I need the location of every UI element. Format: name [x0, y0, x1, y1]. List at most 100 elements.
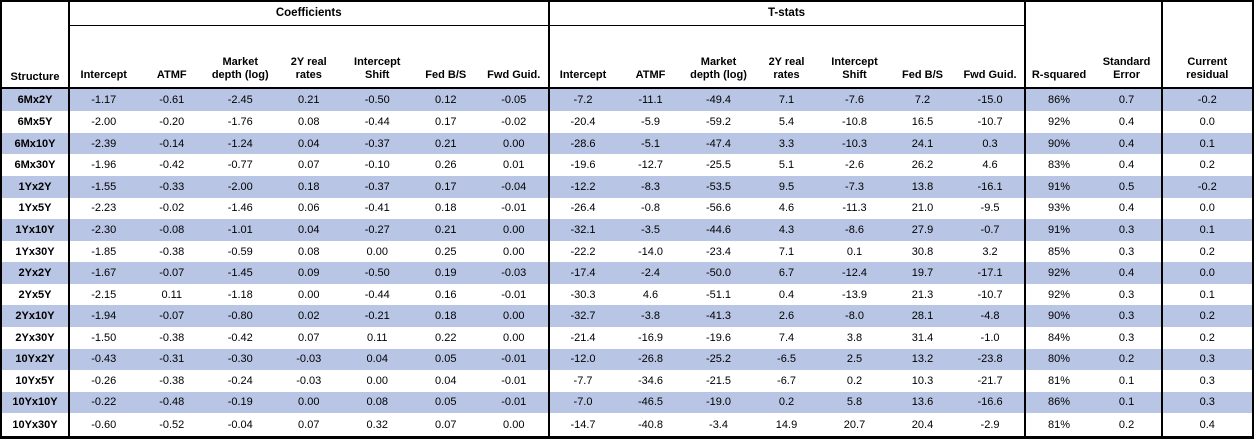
tstat-cell: -51.1: [705, 288, 732, 301]
standard-error-cell: 0.7: [1092, 88, 1163, 112]
coef-cell: 0.00: [480, 305, 550, 327]
coef-cell: 0.00: [366, 245, 388, 258]
coef-cell: -2.39: [91, 137, 117, 150]
tstat-cell: -2.6: [845, 159, 864, 172]
current-residual-cell: 0.0: [1199, 116, 1215, 129]
column-header-structure: Structure: [1, 1, 70, 89]
coef-cell: -0.48: [159, 396, 185, 409]
coef-cell: -0.22: [91, 396, 117, 409]
coef-cell: -0.80: [227, 310, 253, 323]
tstat-cell: 13.8: [911, 180, 934, 193]
tstat-cell: -12.2: [570, 180, 596, 193]
coef-cell: -0.14: [159, 137, 185, 150]
group-header-coefficients: Coefficients: [69, 1, 550, 26]
coef-cell: -0.02: [159, 202, 185, 215]
coef-cell: 0.00: [480, 413, 550, 438]
r-squared-cell: 81%: [1048, 418, 1071, 431]
coef-cell: 0.21: [435, 223, 457, 236]
group-header-empty-summary: [1024, 1, 1163, 25]
current-residual-cell: 0.3: [1199, 396, 1215, 409]
tstat-cell: -11.3: [842, 202, 867, 215]
tstat-cell: 20.7: [843, 418, 866, 431]
tstat-cell: -11.1: [638, 94, 663, 107]
coef-cell: 0.25: [435, 245, 457, 258]
tstat-cell: 30.8: [911, 245, 934, 258]
coef-cell: 0.01: [480, 154, 550, 177]
column-header-current-residual: Current residual: [1161, 25, 1253, 89]
coef-cell: -0.10: [364, 159, 390, 172]
standard-error-cell: 0.3: [1092, 305, 1163, 327]
tstat-cell: -21.7: [956, 370, 1026, 392]
r-squared-cell: 92%: [1048, 288, 1071, 301]
tstat-cell: -7.3: [845, 180, 864, 193]
coef-cell: 0.16: [435, 288, 457, 301]
coef-cell: 0.18: [435, 310, 457, 323]
coef-cell: -0.44: [364, 288, 390, 301]
coef-cell: -1.50: [91, 331, 117, 344]
tstat-cell: -28.6: [570, 137, 596, 150]
tstat-cell: -21.5: [705, 374, 732, 387]
r-squared-cell: 80%: [1048, 353, 1071, 366]
tstat-cell: -44.6: [705, 223, 732, 236]
tstat-cell: 4.6: [642, 288, 659, 301]
tstat-cell: -53.5: [705, 180, 732, 193]
column-header-coef-atmf: ATMF: [137, 25, 206, 89]
standard-error-cell: 0.3: [1092, 219, 1163, 241]
tstat-cell: 5.8: [846, 396, 863, 409]
coef-cell: -0.08: [159, 223, 185, 236]
standard-error-cell: 0.3: [1092, 326, 1163, 349]
tstat-cell: -14.7: [570, 418, 596, 431]
r-squared-cell: 93%: [1048, 202, 1071, 215]
r-squared-cell: 90%: [1048, 310, 1071, 323]
coef-cell: 0.05: [435, 396, 457, 409]
tstat-cell: -10.8: [841, 116, 868, 129]
tstat-cell: -12.0: [570, 353, 596, 366]
table-row-10yx5y: 10Yx5Y -0.26 -0.38 -0.24 -0.03 0.00 0.04 -0.01 -…: [1, 370, 1253, 392]
r-squared-cell: 83%: [1048, 159, 1071, 172]
tstat-cell: -17.4: [570, 267, 596, 280]
table-row-6mx5y: 6Mx5Y -2.00 -0.20 -1.76 0.08 -0.44 0.17 -0.02 -2…: [1, 111, 1253, 133]
table-row-10yx30y: 10Yx30Y -0.60 -0.52 -0.04 0.07 0.32 0.07 0.00 -1…: [1, 413, 1253, 438]
r-squared-cell: 85%: [1048, 245, 1071, 258]
r-squared-cell: 92%: [1048, 116, 1071, 129]
coef-cell: 0.18: [298, 180, 320, 193]
tstat-cell: -16.1: [956, 176, 1026, 198]
coef-cell: 0.06: [298, 202, 320, 215]
tstat-cell: -32.7: [570, 310, 596, 323]
tstat-cell: -41.3: [705, 310, 732, 323]
tstat-cell: -26.8: [637, 353, 664, 366]
tstat-cell: -26.4: [570, 202, 596, 215]
coef-cell: 0.04: [298, 137, 320, 150]
column-header-tstat-fwd-guid: Fwd Guid.: [956, 25, 1026, 89]
column-header-standard-error: Standard Error: [1092, 25, 1163, 89]
tstat-cell: -8.3: [641, 180, 660, 193]
structure-cell: 1Yx10Y: [1, 219, 70, 241]
r-squared-cell: 86%: [1048, 94, 1071, 107]
tstat-cell: -22.2: [570, 245, 596, 258]
standard-error-cell: 0.5: [1092, 176, 1163, 198]
coef-cell: -2.45: [227, 94, 253, 107]
coef-cell: -0.26: [91, 374, 117, 387]
current-residual-cell: 0.0: [1199, 202, 1215, 215]
table-row-6mx2y: 6Mx2Y -1.17 -0.61 -2.45 0.21 -0.50 0.12 -0.05 -7…: [1, 88, 1253, 112]
coef-cell: -0.27: [364, 223, 390, 236]
coef-cell: -1.94: [91, 310, 117, 323]
tstat-cell: 0.2: [846, 374, 863, 387]
coef-cell: 0.08: [366, 396, 388, 409]
coef-cell: -1.45: [227, 267, 253, 280]
tstat-cell: -6.5: [777, 353, 796, 366]
tstat-cell: 7.1: [778, 245, 795, 258]
structure-cell: 2Yx2Y: [1, 262, 70, 284]
tstat-cell: 14.9: [775, 418, 798, 431]
current-residual-cell: 0.2: [1199, 310, 1215, 323]
coef-cell: -0.01: [480, 348, 550, 371]
current-residual-cell: 0.3: [1199, 353, 1215, 366]
coef-cell: -0.44: [364, 116, 390, 129]
current-residual-cell: 0.1: [1199, 223, 1215, 236]
tstat-cell: 6.7: [778, 267, 795, 280]
tstat-cell: -7.2: [573, 94, 593, 107]
tstat-cell: -15.0: [956, 88, 1026, 112]
tstat-cell: -10.7: [956, 283, 1026, 306]
coef-cell: -2.00: [227, 180, 253, 193]
tstat-cell: -16.9: [637, 331, 664, 344]
